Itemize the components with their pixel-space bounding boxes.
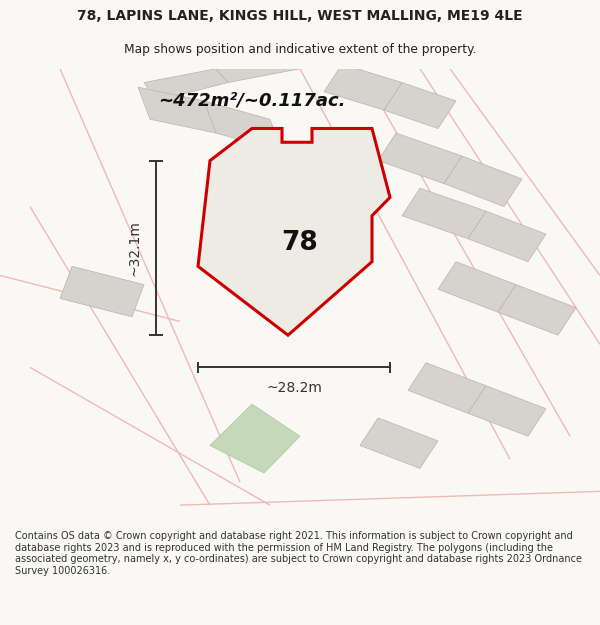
Text: ~32.1m: ~32.1m — [127, 220, 141, 276]
Polygon shape — [216, 55, 300, 82]
Text: 78: 78 — [281, 230, 319, 256]
Text: 78, LAPINS LANE, KINGS HILL, WEST MALLING, ME19 4LE: 78, LAPINS LANE, KINGS HILL, WEST MALLIN… — [77, 9, 523, 23]
Polygon shape — [498, 284, 576, 335]
Polygon shape — [144, 69, 228, 101]
Polygon shape — [204, 101, 282, 151]
Polygon shape — [360, 418, 438, 468]
Polygon shape — [468, 211, 546, 262]
Polygon shape — [324, 64, 402, 110]
Text: Contains OS data © Crown copyright and database right 2021. This information is : Contains OS data © Crown copyright and d… — [15, 531, 582, 576]
Text: Map shows position and indicative extent of the property.: Map shows position and indicative extent… — [124, 42, 476, 56]
Polygon shape — [198, 129, 390, 335]
Text: ~28.2m: ~28.2m — [266, 381, 322, 395]
Polygon shape — [378, 133, 462, 184]
Text: ~472m²/~0.117ac.: ~472m²/~0.117ac. — [158, 92, 346, 110]
Polygon shape — [408, 362, 486, 413]
Polygon shape — [138, 87, 216, 133]
Polygon shape — [468, 386, 546, 436]
Polygon shape — [60, 266, 144, 317]
Polygon shape — [384, 82, 456, 129]
Polygon shape — [444, 156, 522, 206]
Polygon shape — [402, 188, 486, 239]
Polygon shape — [210, 404, 300, 473]
Polygon shape — [438, 262, 516, 312]
